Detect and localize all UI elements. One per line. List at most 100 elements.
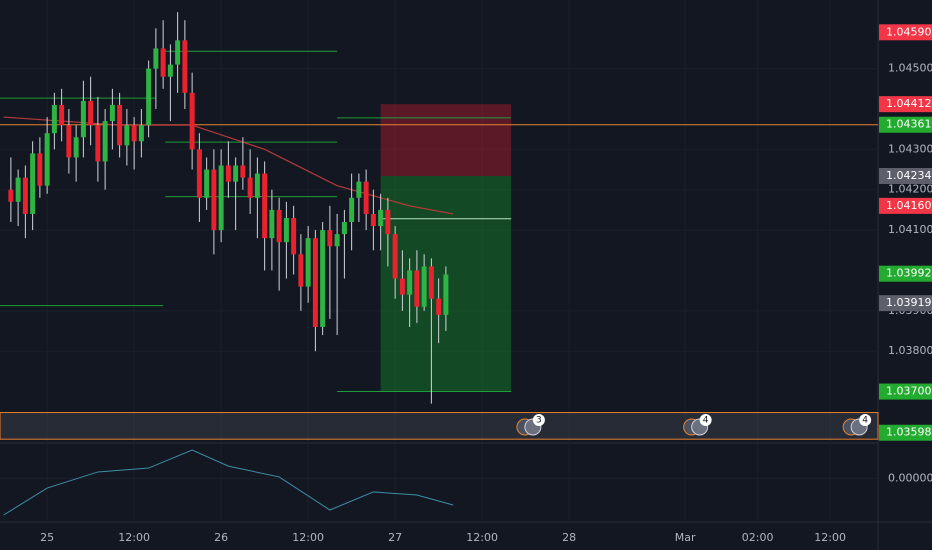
candle-body <box>291 217 297 255</box>
price-tag <box>879 197 932 214</box>
candle-body <box>233 165 239 182</box>
candle-body <box>196 149 202 198</box>
candle-body <box>407 270 413 295</box>
price-tag-label: 1.04361 <box>886 118 932 131</box>
y-tick-label: 0.00000 <box>888 471 932 484</box>
y-tick-label: 1.03800 <box>888 344 932 357</box>
event-count-badge <box>699 414 712 426</box>
candle-body <box>167 64 173 77</box>
candle-body <box>312 238 318 327</box>
candle-body <box>95 125 101 162</box>
candle-body <box>436 298 442 315</box>
price-tag-label: 1.04234 <box>886 169 932 182</box>
price-tag <box>879 424 932 441</box>
candle-body <box>44 133 50 186</box>
x-tick-label: 02:00 <box>742 531 774 544</box>
x-tick-label: 26 <box>214 531 228 544</box>
candle-body <box>276 209 282 243</box>
candle-body <box>15 177 21 202</box>
candle-body <box>189 92 195 150</box>
candle-body <box>269 209 275 239</box>
candle-body <box>80 100 86 138</box>
oscillator-line <box>3 449 454 516</box>
candle-body <box>51 104 57 134</box>
candle-body <box>175 40 181 65</box>
candle-body <box>414 270 420 307</box>
candle-body <box>392 234 398 279</box>
candle-body <box>102 121 108 162</box>
price-tag <box>879 96 932 113</box>
price-tag-label: 1.03919 <box>886 296 932 309</box>
price-tag <box>879 168 932 184</box>
candle-body <box>262 173 268 239</box>
price-tag <box>879 116 932 133</box>
price-tag-label: 1.03598 <box>886 426 932 439</box>
x-tick-label: 12:00 <box>814 531 846 544</box>
x-tick-label: 25 <box>40 531 54 544</box>
x-tick-label: 12:00 <box>118 531 150 544</box>
candle-body <box>327 230 333 247</box>
candle-body <box>117 104 123 146</box>
candle-body <box>363 181 369 214</box>
candle-body <box>88 100 94 126</box>
candle-body <box>247 177 253 198</box>
candle-body <box>334 234 340 247</box>
candle-body <box>385 209 391 235</box>
candle-body <box>341 222 347 235</box>
candle-body <box>349 197 355 223</box>
event-count: 3 <box>536 416 542 426</box>
candle-body <box>8 189 14 202</box>
candle-body <box>182 40 188 93</box>
x-tick-label: 28 <box>562 531 576 544</box>
candle-body <box>138 125 144 142</box>
candle-body <box>378 209 384 227</box>
y-tick-label: 1.04300 <box>888 142 932 155</box>
candle-body <box>66 125 72 158</box>
candle-body <box>160 48 166 77</box>
candle-body <box>37 153 43 186</box>
candle-body <box>211 169 217 231</box>
candle-body <box>22 177 28 214</box>
candle-body <box>443 274 449 315</box>
candle-body <box>59 104 65 126</box>
candle-body <box>146 68 152 126</box>
price-tag <box>879 383 932 400</box>
price-tag-label: 1.04412 <box>886 97 932 110</box>
candle-body <box>153 48 159 69</box>
candle-body <box>428 266 434 299</box>
y-tick-label: 1.04100 <box>888 223 932 236</box>
candle-body <box>240 165 246 178</box>
price-tag-label: 1.04160 <box>886 199 932 212</box>
price-tag <box>879 265 932 282</box>
candle-body <box>298 254 304 287</box>
candle-body <box>124 125 130 146</box>
candle-body <box>218 165 224 231</box>
zone <box>0 412 879 440</box>
event-count: 4 <box>703 416 709 426</box>
x-tick-label: 27 <box>388 531 402 544</box>
candle-body <box>204 169 210 198</box>
candle-body <box>131 125 137 142</box>
candle-body <box>283 217 289 243</box>
price-tag-label: 1.04590 <box>886 25 932 38</box>
price-tag <box>879 295 932 312</box>
candle-body <box>320 230 326 327</box>
event-count: 4 <box>862 416 868 426</box>
event-count-badge <box>859 414 872 426</box>
x-tick-label: 12:00 <box>466 531 498 544</box>
candle-body <box>30 153 36 214</box>
candle-body <box>356 181 362 198</box>
candle-body <box>254 173 260 198</box>
candle-body <box>305 238 311 287</box>
y-tick-label: 1.04500 <box>888 62 932 75</box>
price-tag-label: 1.03992 <box>886 267 932 280</box>
candle-body <box>109 104 115 122</box>
y-tick-label: 1.04200 <box>888 183 932 196</box>
x-tick-label: 12:00 <box>292 531 324 544</box>
x-tick-label: Mar <box>675 531 696 544</box>
candle-body <box>421 266 427 307</box>
candle-body <box>399 278 405 295</box>
candle-body <box>370 213 376 227</box>
